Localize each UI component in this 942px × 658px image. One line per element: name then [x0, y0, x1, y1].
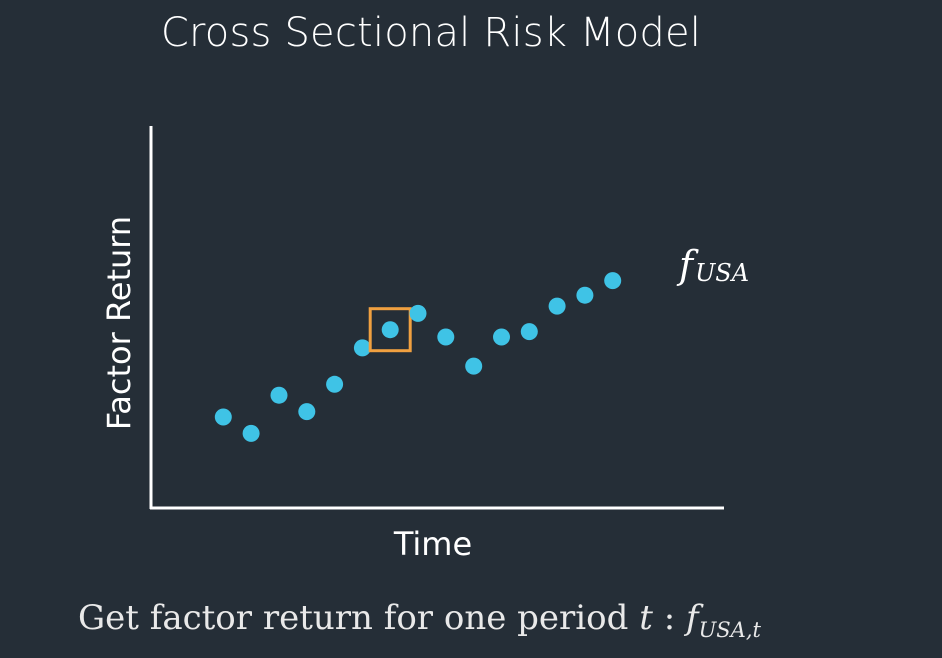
data-point	[465, 357, 483, 375]
data-point	[270, 386, 288, 404]
data-point	[604, 272, 622, 290]
caption-text: Get factor return for one period	[78, 598, 629, 638]
caption-symbol: f	[685, 598, 699, 638]
data-point	[381, 321, 399, 339]
data-point	[437, 328, 455, 346]
caption-variable: t	[639, 598, 653, 638]
data-points	[214, 272, 622, 442]
data-point	[548, 297, 566, 315]
page-title: Cross Sectional Risk Model	[160, 10, 702, 56]
data-point	[353, 339, 371, 357]
caption: Get factor return for one period t : fUS…	[78, 598, 761, 642]
x-axis-label: Time	[393, 525, 472, 563]
data-point	[298, 403, 316, 421]
data-point	[409, 304, 427, 322]
data-point	[576, 286, 594, 304]
data-point	[214, 408, 232, 426]
highlight-box	[368, 307, 412, 353]
scatter-chart: Factor Return Time fUSA	[100, 126, 749, 563]
data-point	[326, 375, 344, 393]
caption-separator: :	[663, 598, 676, 638]
data-point	[520, 323, 538, 341]
data-point	[242, 424, 260, 442]
data-point	[493, 328, 510, 346]
y-axis-label: Factor Return	[100, 216, 138, 430]
caption-subscript: USA,t	[698, 618, 761, 642]
series-label-subscript: USA	[695, 259, 749, 287]
series-label: fUSA	[676, 243, 749, 287]
